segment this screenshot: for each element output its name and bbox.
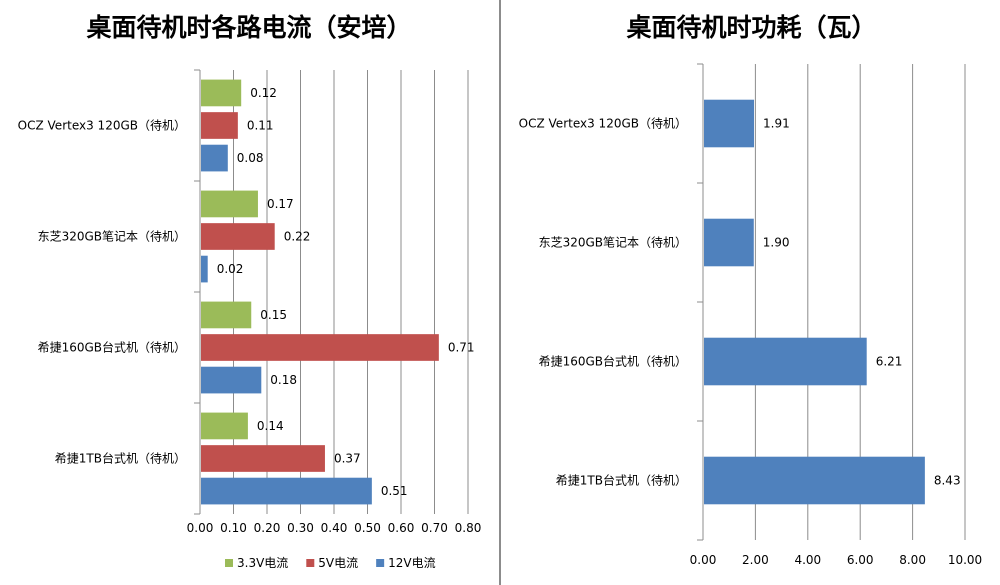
current-chart-panel: 桌面待机时各路电流（安培） 0.00 0.10 0.20 0.30 0.40 0.50 0.… [0,0,498,585]
x-tick-label: 0.50 [354,521,381,535]
x-tick-label: 0.10 [220,521,247,535]
data-label: 6.21 [876,355,903,369]
legend-label: 3.3V电流 [237,556,288,570]
x-tick-label: 0.60 [388,521,415,535]
bar [704,456,925,505]
x-tick-label: 0.00 [690,553,717,567]
bar [704,99,755,148]
bar [201,334,439,361]
x-tick-label: 8.00 [899,553,926,567]
legend-swatch [306,559,315,567]
bar [201,223,275,250]
data-label: 0.12 [250,86,277,100]
panel-divider [499,0,501,585]
chart-title: 桌面待机时功耗（瓦） [626,13,877,42]
bar [201,144,228,172]
data-label: 0.71 [448,341,475,355]
legend-label: 5V电流 [318,556,358,570]
x-tick-label: 0.30 [287,521,314,535]
category-label: OCZ Vertex3 120GB（待机） [18,119,186,133]
x-tick-label: 0.00 [187,521,214,535]
category-label: 希捷1TB台式机（待机） [556,473,687,488]
bar [201,112,238,139]
bar [201,366,262,394]
data-label: 0.22 [284,230,311,244]
data-label: 0.51 [381,484,408,498]
bar [201,301,252,329]
category-label: 希捷1TB台式机（待机） [55,451,186,466]
category-label: OCZ Vertex3 120GB（待机） [519,117,687,131]
bar [201,190,258,218]
data-label: 0.18 [270,373,297,387]
x-tick-label: 0.70 [421,521,448,535]
x-tick-label: 0.40 [321,521,348,535]
data-label: 8.43 [934,474,961,488]
power-chart-panel: 桌面待机时功耗（瓦） 0.00 2.00 4.00 6.00 8.00 10.00 OCZ … [503,0,1000,585]
bar [704,218,754,267]
bar [201,412,248,440]
category-label: 希捷160GB台式机（待机） [38,340,186,355]
category-label: 东芝320GB笔记本（待机） [539,235,687,250]
bar [704,337,867,386]
legend-swatch [225,559,233,567]
data-label: 0.37 [334,452,361,466]
bar [201,445,325,472]
x-tick-label: 6.00 [847,553,874,567]
x-tick-label: 10.00 [948,553,982,567]
data-label: 1.90 [763,236,790,250]
legend-label: 12V电流 [388,556,435,570]
bar [201,255,208,283]
data-label: 0.02 [217,262,244,276]
data-label: 0.08 [237,151,264,165]
data-label: 0.15 [260,308,287,322]
data-label: 0.11 [247,119,274,133]
data-label: 0.17 [267,197,294,211]
current-chart: 0.00 0.10 0.20 0.30 0.40 0.50 0.60 0.70 0.80 OCZ … [18,69,482,570]
category-label: 希捷160GB台式机（待机） [539,354,687,369]
bar [201,79,242,107]
power-chart: 0.00 2.00 4.00 6.00 8.00 10.00 OCZ Vertex3 120… [519,63,982,567]
bar [201,477,372,505]
x-tick-label: 4.00 [794,553,821,567]
category-label: 东芝320GB笔记本（待机） [38,229,186,244]
data-label: 0.14 [257,419,284,433]
x-tick-label: 0.80 [455,521,482,535]
chart-title: 桌面待机时各路电流（安培） [86,13,412,42]
legend-swatch [376,559,385,567]
x-tick-label: 0.20 [254,521,281,535]
data-label: 1.91 [763,117,790,131]
x-tick-label: 2.00 [742,553,769,567]
